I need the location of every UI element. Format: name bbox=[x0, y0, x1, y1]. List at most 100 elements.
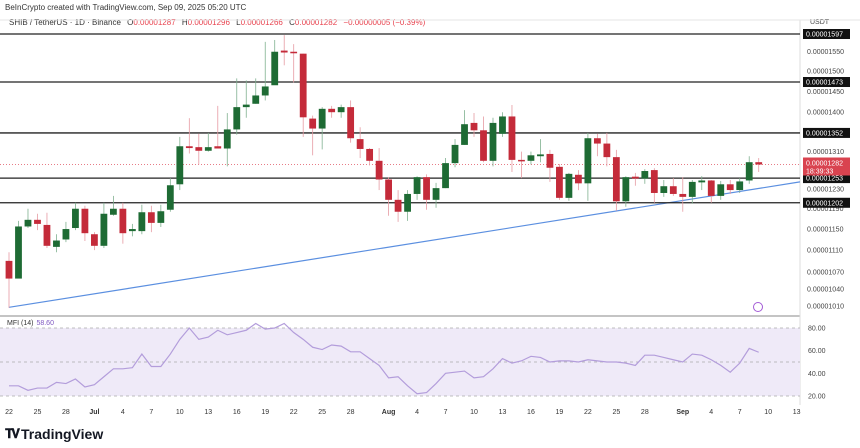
tradingview-logo[interactable]: 𝐓𝐕 TradingView bbox=[5, 426, 103, 442]
high-value: 0.00001296 bbox=[187, 18, 230, 27]
symbol-name[interactable]: SHIB / TetherUS · 1D · Binance bbox=[9, 18, 121, 27]
candle-bullish bbox=[252, 95, 260, 104]
low-value: 0.00001266 bbox=[240, 18, 283, 27]
level-price-label: 0.00001202 bbox=[806, 200, 843, 207]
candle-bullish bbox=[641, 171, 649, 179]
candle-bearish bbox=[556, 166, 563, 198]
candle-bullish bbox=[242, 104, 250, 108]
candle-bullish bbox=[261, 86, 269, 96]
candle-bearish bbox=[347, 107, 355, 139]
candle-bearish bbox=[185, 146, 193, 149]
candle-bearish bbox=[593, 138, 601, 144]
currency-label: USDT bbox=[810, 19, 830, 26]
candle-bearish bbox=[423, 177, 430, 200]
candle-bearish bbox=[81, 208, 89, 234]
candle-bearish bbox=[119, 208, 127, 234]
candle-bearish bbox=[309, 118, 317, 129]
price-chart[interactable]: 0.00001550 0.00001500 0.00001450 0.00001400… bbox=[0, 0, 860, 420]
chart-credit: BeInCrypto created with TradingView.com,… bbox=[5, 3, 247, 12]
level-price-tag bbox=[803, 197, 850, 208]
candle-bearish bbox=[375, 160, 383, 180]
date-tick-label: 25 bbox=[34, 409, 42, 416]
date-tick-label: 19 bbox=[261, 409, 269, 416]
low-label: L bbox=[236, 18, 241, 27]
candle-bullish bbox=[622, 177, 630, 202]
change-value: −0.00000005 (−0.39%) bbox=[343, 18, 426, 27]
candle-bullish bbox=[499, 116, 506, 134]
candle-bearish bbox=[34, 219, 41, 224]
date-tick-label: Aug bbox=[382, 409, 396, 416]
date-tick-label: 28 bbox=[641, 409, 649, 416]
date-tick-label: 10 bbox=[764, 409, 772, 416]
mfi-tick-label: 80.00 bbox=[808, 326, 826, 333]
candle-bearish bbox=[546, 153, 554, 168]
candle-bearish bbox=[43, 224, 51, 246]
candle-bullish bbox=[15, 226, 22, 279]
price-tick-label: 0.00001110 bbox=[807, 248, 843, 255]
candle-bullish bbox=[53, 240, 60, 247]
candle-bullish bbox=[736, 181, 744, 191]
price-tick-label: 0.00001500 bbox=[807, 69, 844, 76]
date-tick-label: 4 bbox=[415, 409, 419, 416]
date-tick-label: 25 bbox=[612, 409, 620, 416]
close-label: C bbox=[289, 18, 295, 27]
candle-bearish bbox=[707, 180, 715, 196]
level-price-tag bbox=[803, 173, 850, 184]
candle-bullish bbox=[72, 208, 79, 229]
date-tick-label: 13 bbox=[793, 409, 801, 416]
candle-bullish bbox=[318, 108, 326, 129]
candle-bullish bbox=[461, 124, 468, 145]
candle-bullish bbox=[451, 144, 459, 164]
candle-bullish bbox=[660, 186, 668, 193]
price-tick-label: 0.00001070 bbox=[807, 269, 844, 276]
date-tick-label: 7 bbox=[149, 409, 153, 416]
date-tick-label: 16 bbox=[233, 409, 241, 416]
tradingview-logo-icon: 𝐓𝐕 bbox=[5, 426, 20, 441]
price-tick-label: 0.00001230 bbox=[807, 187, 844, 194]
candle-bearish bbox=[679, 193, 687, 197]
date-tick-label: 10 bbox=[470, 409, 478, 416]
last-price-label: 0.00001282 bbox=[806, 161, 843, 168]
symbol-legend: SHIB / TetherUS · 1D · Binance O0.000012… bbox=[9, 18, 425, 27]
level-price-label: 0.00001352 bbox=[806, 130, 843, 137]
candle-bearish bbox=[299, 53, 307, 118]
candle-bullish bbox=[442, 163, 449, 189]
mfi-title[interactable]: MFI (14) bbox=[7, 320, 34, 327]
candle-bullish bbox=[584, 138, 592, 184]
candle-bullish bbox=[688, 181, 696, 197]
date-tick-label: 28 bbox=[62, 409, 70, 416]
candle-bearish bbox=[669, 186, 677, 194]
open-value: 0.00001287 bbox=[133, 18, 176, 27]
candle-bearish bbox=[366, 148, 374, 161]
candle-bullish bbox=[128, 229, 136, 232]
candle-bullish bbox=[109, 208, 117, 215]
candle-bearish bbox=[603, 143, 611, 158]
candle-bullish bbox=[717, 184, 725, 196]
candle-bullish bbox=[404, 193, 411, 212]
candle-bearish bbox=[508, 116, 516, 160]
candle-bullish bbox=[157, 211, 165, 223]
candle-bearish bbox=[5, 260, 13, 279]
level-price-tag bbox=[803, 77, 850, 88]
level-price-tag bbox=[803, 29, 850, 39]
candle-bullish bbox=[223, 129, 231, 149]
candle-bullish bbox=[698, 180, 706, 183]
candle-bullish bbox=[413, 177, 421, 194]
candle-bearish bbox=[394, 199, 402, 212]
price-tick-label: 0.00001550 bbox=[807, 49, 844, 56]
open-label: O bbox=[127, 18, 134, 27]
date-tick-label: 28 bbox=[347, 409, 355, 416]
candle-bullish bbox=[745, 162, 753, 181]
candle-bullish bbox=[204, 147, 212, 151]
price-tick-label: 0.00001310 bbox=[807, 149, 844, 156]
candle-bullish bbox=[489, 122, 497, 161]
candle-bullish bbox=[432, 188, 440, 200]
candle-bullish bbox=[166, 185, 174, 210]
candle-bearish bbox=[280, 50, 288, 53]
price-tick-label: 0.00001010 bbox=[807, 304, 844, 311]
high-label: H bbox=[181, 18, 188, 27]
date-tick-label: 22 bbox=[584, 409, 592, 416]
candle-bearish bbox=[726, 184, 734, 191]
date-tick-label: 19 bbox=[556, 409, 564, 416]
candle-bullish bbox=[233, 107, 241, 130]
